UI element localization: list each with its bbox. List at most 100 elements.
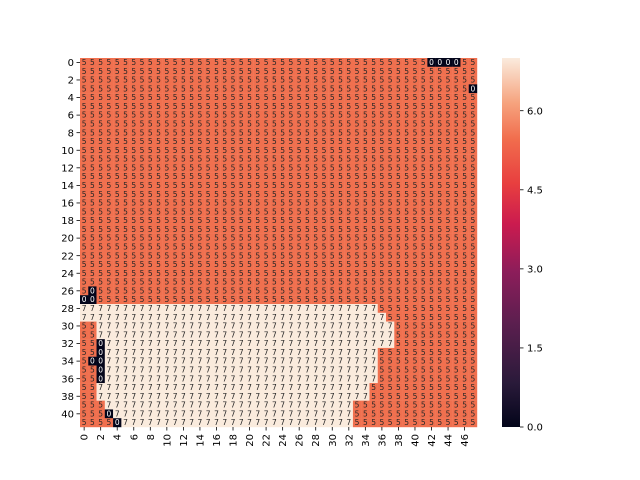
heatmap-cell <box>286 418 296 428</box>
heatmap-cell <box>386 128 395 138</box>
heatmap-cell-label: 5 <box>437 234 442 243</box>
heatmap-cell-label: 5 <box>429 339 434 348</box>
heatmap-cell-label: 5 <box>404 348 409 357</box>
heatmap-cell-label: 5 <box>462 322 467 331</box>
heatmap-cell <box>311 374 321 384</box>
heatmap-cell-label: 5 <box>446 418 451 427</box>
heatmap-cell-label: 5 <box>322 286 327 295</box>
heatmap-cell-label: 5 <box>429 401 434 410</box>
heatmap-cell <box>187 251 196 261</box>
heatmap-cell-label: 5 <box>90 418 95 427</box>
heatmap-cell <box>427 216 436 226</box>
heatmap-cell <box>204 304 213 313</box>
heatmap-cell <box>245 295 254 305</box>
heatmap-cell-label: 5 <box>413 199 418 208</box>
heatmap-cell-label: 5 <box>363 128 368 137</box>
heatmap-cell-label: 5 <box>379 234 384 243</box>
heatmap-cell <box>88 181 97 190</box>
heatmap-cell-label: 7 <box>148 313 153 322</box>
heatmap-cell-label: 5 <box>98 278 103 287</box>
heatmap-cell <box>303 277 312 287</box>
heatmap-cell <box>303 216 312 226</box>
heatmap-cell-label: 7 <box>322 383 327 392</box>
heatmap-cell-label: 7 <box>214 401 219 410</box>
heatmap-cell-label: 5 <box>322 234 327 243</box>
heatmap-cell-label: 5 <box>404 269 409 278</box>
heatmap-cell <box>443 224 453 234</box>
heatmap-cell <box>121 391 130 401</box>
heatmap-cell <box>187 260 196 270</box>
heatmap-cell-label: 5 <box>164 163 169 172</box>
heatmap-cell <box>121 374 130 384</box>
heatmap-cell <box>212 400 221 410</box>
heatmap-cell-label: 5 <box>313 260 318 269</box>
heatmap-cell-label: 5 <box>446 84 451 93</box>
heatmap-cell-label: 5 <box>148 269 153 278</box>
heatmap-cell-label: 5 <box>206 155 211 164</box>
heatmap-cell <box>419 339 428 349</box>
heatmap-cell-label: 5 <box>454 111 459 120</box>
heatmap-cell-label: 5 <box>173 76 178 85</box>
heatmap-cell-label: 7 <box>231 392 236 401</box>
heatmap-cell <box>170 339 180 349</box>
heatmap-cell-label: 7 <box>272 330 277 339</box>
heatmap-cell <box>96 84 106 94</box>
heatmap-cell-label: 5 <box>131 102 136 111</box>
heatmap-cell <box>113 409 122 419</box>
heatmap-cell-label: 5 <box>462 295 467 304</box>
heatmap-cell-label: 5 <box>115 269 120 278</box>
heatmap-cell <box>88 418 97 428</box>
heatmap-cell <box>361 101 370 111</box>
heatmap-cell <box>460 128 469 138</box>
heatmap-cell <box>303 321 312 331</box>
heatmap-cell-label: 0 <box>90 286 95 295</box>
heatmap-cell-label: 5 <box>107 251 112 260</box>
heatmap-cell-label: 7 <box>181 365 186 374</box>
heatmap-cell-label: 7 <box>231 365 236 374</box>
heatmap-cell <box>270 330 279 340</box>
heatmap-cell-label: 7 <box>313 392 318 401</box>
heatmap-cell-label: 5 <box>338 216 343 225</box>
heatmap-cell-label: 5 <box>198 128 203 137</box>
heatmap-cell-label: 5 <box>462 146 467 155</box>
heatmap-cell <box>295 198 304 208</box>
heatmap-cell-label: 5 <box>313 242 318 251</box>
heatmap-cell <box>443 330 453 340</box>
heatmap-cell <box>419 110 428 120</box>
heatmap-cell <box>319 391 329 401</box>
heatmap-cell-label: 5 <box>379 190 384 199</box>
heatmap-cell <box>319 119 329 129</box>
heatmap-cell <box>154 330 163 340</box>
heatmap-cell <box>377 189 387 199</box>
heatmap-cell-label: 7 <box>164 357 169 366</box>
heatmap-cell <box>162 304 172 313</box>
heatmap-cell-label: 5 <box>231 286 236 295</box>
heatmap-cell <box>435 154 445 164</box>
heatmap-cell-label: 5 <box>173 278 178 287</box>
heatmap-cell-label: 7 <box>239 409 244 418</box>
heatmap-cell <box>377 347 387 357</box>
heatmap-cell-label: 5 <box>462 181 467 190</box>
heatmap-cell <box>195 189 205 199</box>
heatmap-cell-label: 5 <box>214 84 219 93</box>
heatmap-cell-label: 5 <box>239 128 244 137</box>
heatmap-cell-label: 5 <box>289 155 294 164</box>
heatmap-cell <box>146 110 155 120</box>
heatmap-cell <box>344 295 354 305</box>
heatmap-cell-label: 5 <box>181 199 186 208</box>
heatmap-cell-label: 5 <box>272 242 277 251</box>
heatmap-cell <box>220 286 230 296</box>
heatmap-cell <box>278 93 287 103</box>
heatmap-cell <box>253 409 263 419</box>
heatmap-cell-label: 5 <box>355 111 360 120</box>
heatmap-cell <box>228 216 238 226</box>
heatmap-cell <box>460 365 469 375</box>
heatmap-cell <box>253 58 263 67</box>
heatmap-cell-label: 5 <box>123 216 128 225</box>
heatmap-cell-label: 5 <box>289 128 294 137</box>
heatmap-cell <box>336 172 345 182</box>
heatmap-cell-label: 5 <box>156 278 161 287</box>
heatmap-cell <box>80 93 89 103</box>
heatmap-cell <box>369 295 378 305</box>
heatmap-cell-label: 7 <box>98 330 103 339</box>
